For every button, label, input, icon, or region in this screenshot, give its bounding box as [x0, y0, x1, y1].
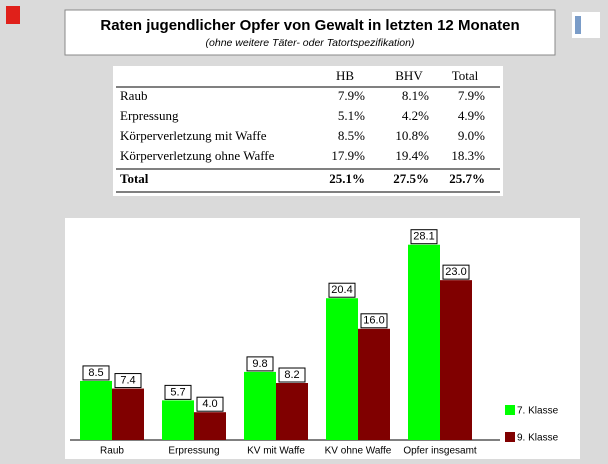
- cell: 4.2%: [402, 108, 429, 123]
- value-label: 28.1: [413, 231, 434, 243]
- value-label: 8.5: [88, 367, 103, 379]
- legend-swatch: [505, 432, 515, 442]
- bar: [358, 328, 390, 440]
- bar: [440, 280, 472, 440]
- bar: [408, 244, 440, 440]
- column-header: HB: [336, 68, 354, 83]
- bar: [162, 400, 194, 440]
- x-tick-label: Erpressung: [168, 446, 219, 457]
- value-label: 16.0: [363, 315, 384, 327]
- cell: 8.1%: [402, 88, 429, 103]
- bar: [326, 298, 358, 440]
- cell: 5.1%: [338, 108, 365, 123]
- value-label-box: [246, 356, 274, 372]
- value-label: 4.0: [202, 398, 217, 410]
- cell: 25.1%: [329, 171, 365, 186]
- bar: [194, 412, 226, 440]
- bar: [276, 383, 308, 440]
- value-label-box: [164, 384, 192, 400]
- value-label: 23.0: [445, 266, 466, 278]
- cell: 19.4%: [395, 148, 429, 163]
- column-header: Total: [452, 68, 479, 83]
- value-label: 7.4: [120, 374, 135, 386]
- row-label: Körperverletzung ohne Waffe: [120, 148, 275, 163]
- chart-box: [65, 218, 580, 459]
- cell: 10.8%: [395, 128, 429, 143]
- value-label-box: [360, 313, 388, 329]
- legend-label: 7. Klasse: [517, 406, 559, 417]
- column-header: BHV: [395, 68, 423, 83]
- x-tick-label: KV mit Waffe: [247, 446, 305, 457]
- x-tick-label: Opfer insgesamt: [403, 446, 477, 457]
- value-label: 5.7: [170, 386, 185, 398]
- x-tick-label: KV ohne Waffe: [325, 446, 392, 457]
- title: Raten jugendlicher Opfer von Gewalt in l…: [100, 17, 519, 34]
- cell: 7.9%: [338, 88, 365, 103]
- cell: 25.7%: [449, 171, 485, 186]
- logo-left: [6, 6, 20, 24]
- cell: 18.3%: [451, 148, 485, 163]
- bar: [112, 388, 144, 440]
- logo-right-mark: [575, 16, 581, 34]
- row-label: Raub: [120, 88, 147, 103]
- cell: 17.9%: [331, 148, 365, 163]
- cell: 8.5%: [338, 128, 365, 143]
- value-label: 9.8: [252, 358, 267, 370]
- cell: 27.5%: [393, 171, 429, 186]
- value-label: 8.2: [284, 369, 299, 381]
- value-label: 20.4: [331, 284, 352, 296]
- value-label-box: [328, 282, 356, 298]
- row-label: Total: [120, 171, 149, 186]
- row-label: Körperverletzung mit Waffe: [120, 128, 267, 143]
- value-label-box: [442, 264, 470, 280]
- bar: [80, 380, 112, 440]
- x-tick-label: Raub: [100, 446, 124, 457]
- cell: 9.0%: [458, 128, 485, 143]
- value-label-box: [278, 367, 306, 383]
- value-label-box: [196, 396, 224, 412]
- subtitle: (ohne weitere Täter- oder Tatortspezifik…: [206, 37, 415, 49]
- value-label-box: [82, 365, 110, 381]
- value-label-box: [410, 229, 438, 245]
- legend-label: 9. Klasse: [517, 433, 559, 444]
- bar: [244, 371, 276, 440]
- row-label: Erpressung: [120, 108, 179, 123]
- title-box: [64, 9, 556, 56]
- cell: 7.9%: [458, 88, 485, 103]
- cell: 4.9%: [458, 108, 485, 123]
- value-label-box: [114, 373, 142, 389]
- legend-swatch: [505, 405, 515, 415]
- table-box: [113, 66, 503, 196]
